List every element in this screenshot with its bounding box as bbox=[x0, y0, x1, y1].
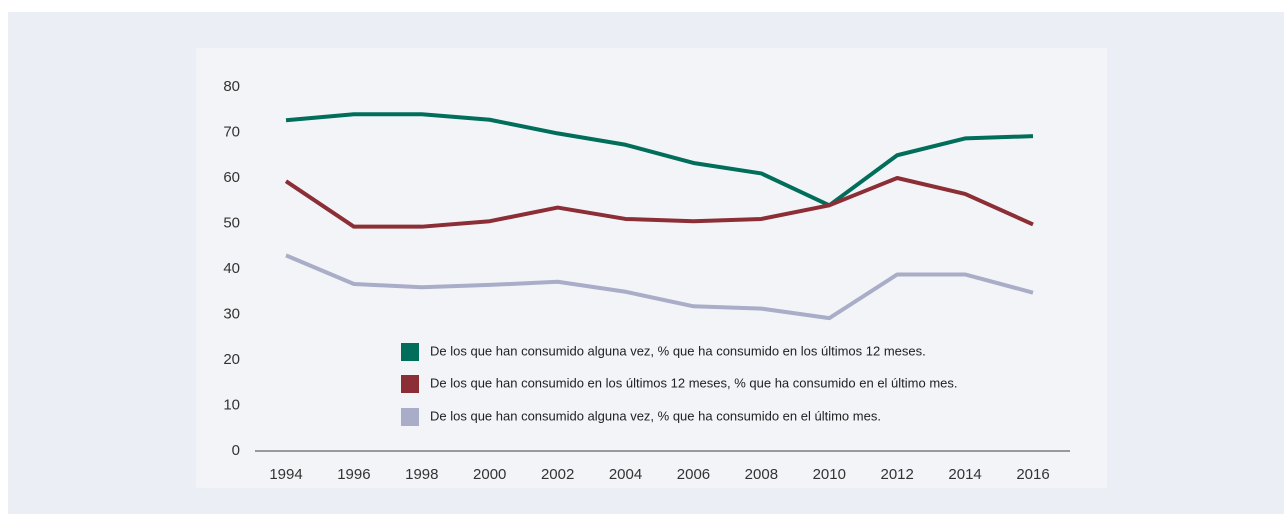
y-tick-label: 10 bbox=[223, 396, 240, 413]
legend-swatch bbox=[401, 343, 419, 361]
legend-label: De los que han consumido alguna vez, % q… bbox=[430, 408, 881, 423]
x-tick-label: 2014 bbox=[948, 466, 981, 483]
x-tick-label: 1998 bbox=[405, 466, 438, 483]
series-line bbox=[285, 253, 1034, 321]
x-tick-label: 2008 bbox=[745, 466, 778, 483]
y-tick-label: 20 bbox=[223, 351, 240, 368]
x-tick-label: 2012 bbox=[880, 466, 913, 483]
y-tick-label: 0 bbox=[232, 442, 240, 459]
legend-swatch bbox=[401, 375, 419, 393]
x-tick-label: 2006 bbox=[677, 466, 710, 483]
series-line bbox=[284, 176, 1034, 229]
x-tick-label: 2004 bbox=[609, 466, 642, 483]
x-tick-label: 2002 bbox=[541, 466, 574, 483]
x-tick-label: 2010 bbox=[813, 466, 846, 483]
y-tick-label: 30 bbox=[223, 305, 240, 322]
x-tick-label: 1996 bbox=[337, 466, 370, 483]
y-tick-label: 70 bbox=[223, 123, 240, 140]
legend-label: De los que han consumido en los últimos … bbox=[430, 375, 958, 390]
legend-swatch bbox=[401, 408, 419, 426]
y-tick-label: 80 bbox=[223, 78, 240, 95]
y-tick-label: 50 bbox=[223, 214, 240, 231]
legend-label: De los que han consumido alguna vez, % q… bbox=[430, 343, 926, 358]
series-line bbox=[285, 112, 1034, 208]
x-tick-label: 2016 bbox=[1016, 466, 1049, 483]
inner-panel bbox=[196, 48, 1107, 488]
x-tick-label: 2000 bbox=[473, 466, 506, 483]
y-tick-label: 60 bbox=[223, 169, 240, 186]
x-tick-label: 1994 bbox=[269, 466, 302, 483]
y-tick-label: 40 bbox=[223, 260, 240, 277]
